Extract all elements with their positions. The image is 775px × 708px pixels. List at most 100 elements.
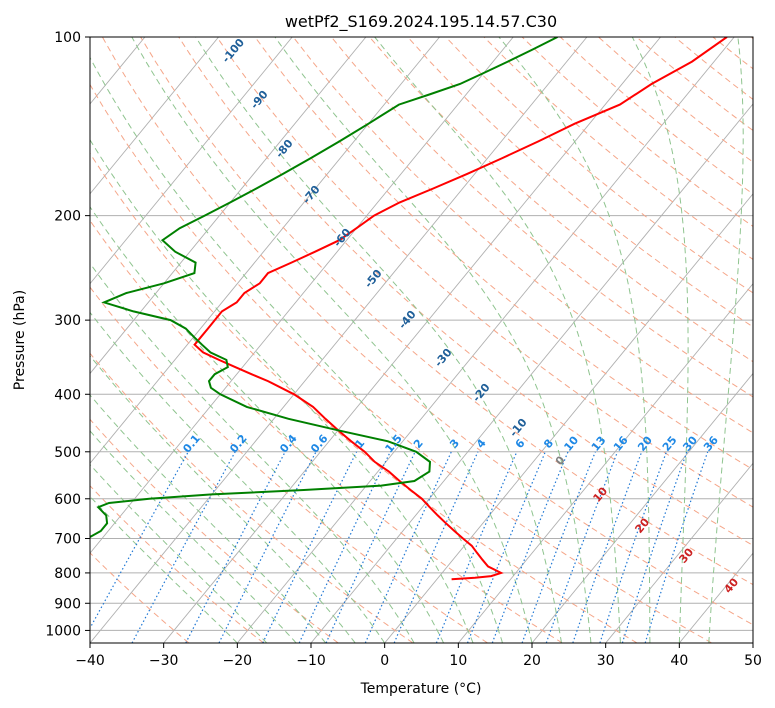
dry-adiabat-label: -30 — [432, 346, 455, 370]
dry-adiabat — [90, 552, 190, 643]
mixing-ratio-label: 6 — [513, 436, 528, 450]
y-tick-label: 600 — [54, 492, 81, 508]
x-tick-label: 40 — [670, 653, 688, 669]
moist-adiabat — [708, 37, 744, 643]
chart-title: wetPf2_S169.2024.195.14.57.C30 — [285, 12, 557, 32]
mixing-ratio-label: 30 — [680, 433, 700, 453]
plot-frame — [89, 36, 754, 644]
isotherm-line — [90, 37, 367, 375]
moist-adiabat-label: 0 — [553, 453, 568, 467]
dry-adiabat — [178, 37, 753, 547]
mixing-ratio-line — [599, 451, 667, 643]
moist-adiabat — [274, 37, 592, 643]
moist-adiabat-label: 10 — [590, 484, 610, 504]
dry-adiabat-label: -60 — [331, 226, 354, 250]
moist-adiabat — [131, 37, 533, 643]
mixing-ratio-line — [491, 451, 569, 643]
y-tick-label: 100 — [54, 30, 81, 46]
moist-adiabat — [90, 355, 356, 643]
mixing-ratio-line — [644, 451, 709, 643]
isotherm-line — [752, 642, 753, 643]
isotherm-line — [0, 37, 71, 643]
isotherm-grid — [0, 37, 753, 643]
x-axis: −40 −30 −20 −10 0 10 20 30 40 50 — [75, 643, 762, 669]
mixing-ratio-label: 25 — [660, 434, 680, 454]
moist-adiabat-label: 40 — [721, 575, 741, 595]
temperature-profile — [193, 37, 728, 581]
isotherm-line — [605, 462, 753, 643]
mixing-ratio-label: 36 — [701, 433, 721, 453]
dry-adiabat — [331, 37, 753, 398]
y-tick-label: 700 — [54, 532, 81, 548]
mixing-ratio-label: 20 — [635, 433, 655, 453]
dry-adiabat — [90, 485, 264, 643]
dry-adiabat — [559, 37, 753, 195]
isotherm-line — [90, 37, 514, 554]
dry-adiabat — [90, 286, 488, 643]
moist-adiabat — [90, 138, 474, 643]
mixing-ratio-line — [572, 451, 643, 643]
dry-adiabat — [369, 37, 753, 363]
dry-adiabat — [750, 37, 753, 40]
y-tick-label: 800 — [54, 566, 81, 582]
mixing-ratio-line — [521, 451, 596, 643]
moist-adiabat — [90, 311, 386, 643]
dry-adiabat-label: -10 — [507, 416, 530, 440]
dry-adiabat — [216, 37, 753, 508]
mixing-ratio-line — [298, 451, 391, 643]
dry-adiabats — [90, 37, 753, 643]
x-axis-title: Temperature (°C) — [360, 681, 482, 697]
moist-adiabats — [90, 37, 744, 643]
moist-adiabat — [90, 262, 415, 643]
isotherm-line — [90, 37, 440, 465]
mixing-ratio-line — [393, 451, 479, 643]
dry-adiabat — [90, 418, 339, 643]
isotherm-line — [457, 282, 753, 643]
isotherm-line — [90, 37, 293, 285]
x-tick-label: 10 — [449, 653, 467, 669]
isotherm-line — [310, 103, 753, 643]
y-tick-label: 500 — [54, 445, 81, 461]
dry-adiabat — [712, 37, 753, 70]
line-labels: -100-90-80-70-60-50-40-30-20-10010203040… — [180, 37, 741, 596]
x-tick-label: −40 — [75, 653, 105, 669]
isotherm-line — [531, 372, 753, 643]
mixing-ratio-line — [262, 451, 358, 643]
mixing-ratio-label: 2 — [411, 437, 426, 451]
x-tick-label: 0 — [380, 653, 389, 669]
mixing-ratio-line — [435, 451, 518, 643]
plot-area: -100-90-80-70-60-50-40-30-20-10010203040… — [0, 37, 753, 643]
dry-adiabat — [636, 37, 753, 132]
mixing-ratio-line — [545, 451, 619, 643]
dry-adiabat — [90, 83, 712, 643]
isotherm-line — [90, 37, 219, 195]
mixing-ratio-line — [218, 451, 317, 643]
mixing-ratio-label: 4 — [474, 436, 489, 450]
dewpoint-profile — [90, 37, 558, 539]
moist-adiabat — [631, 37, 689, 643]
y-tick-label: 900 — [54, 596, 81, 612]
moist-adiabat — [374, 37, 621, 643]
moist-adiabat-label: 30 — [676, 545, 696, 565]
dry-adiabat — [90, 152, 638, 643]
isotherm-line — [236, 37, 735, 643]
mixing-ratio-label: 3 — [447, 437, 462, 451]
dry-adiabat — [90, 352, 414, 643]
y-tick-label: 1000 — [45, 623, 81, 639]
x-tick-label: 50 — [744, 653, 762, 669]
y-tick-label: 300 — [54, 313, 81, 329]
moist-adiabat — [90, 463, 268, 643]
moist-adiabat — [90, 205, 445, 643]
dry-adiabat-label: -40 — [396, 308, 419, 332]
dry-adiabat-label: -80 — [273, 137, 296, 161]
mixing-ratio-label: 10 — [561, 433, 581, 453]
y-axis-title: Pressure (hPa) — [12, 290, 28, 390]
dry-adiabat — [90, 219, 563, 643]
x-tick-label: −10 — [296, 653, 326, 669]
mixing-ratio-lines — [90, 451, 709, 643]
mixing-ratio-line — [131, 451, 236, 643]
dry-adiabat — [445, 37, 753, 294]
x-tick-label: 30 — [597, 653, 615, 669]
moist-adiabat — [90, 56, 503, 643]
